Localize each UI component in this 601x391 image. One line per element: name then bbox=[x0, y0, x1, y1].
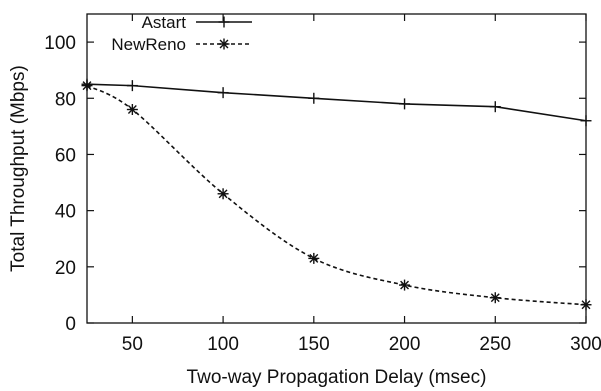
series-group bbox=[81, 78, 592, 311]
x-tick-label: 200 bbox=[389, 334, 421, 355]
y-tick-label: 60 bbox=[55, 145, 76, 166]
legend: Astart NewReno bbox=[111, 13, 252, 54]
marker-stroke bbox=[127, 105, 137, 114]
data-point-astart bbox=[580, 115, 592, 127]
legend-item-newreno: NewReno bbox=[111, 35, 252, 54]
data-point-newreno bbox=[217, 188, 229, 200]
plot-frame-group bbox=[86, 13, 587, 324]
y-tick-label: 80 bbox=[55, 89, 76, 110]
plot-frame bbox=[86, 13, 587, 324]
marker-stroke bbox=[400, 280, 410, 290]
legend-label-newreno: NewReno bbox=[111, 35, 186, 54]
x-tick-label: 300 bbox=[570, 334, 601, 355]
data-point-astart bbox=[126, 80, 138, 92]
series-newreno bbox=[81, 80, 592, 311]
y-tick-label: 40 bbox=[55, 202, 76, 223]
legend-marker-newreno bbox=[218, 38, 230, 50]
series-line-newreno bbox=[86, 84, 587, 306]
x-axis-label: Two-way Propagation Delay (msec) bbox=[187, 367, 487, 388]
y-tick-label: 20 bbox=[55, 258, 76, 279]
data-point-astart bbox=[399, 98, 411, 110]
marker-stroke bbox=[82, 81, 92, 91]
data-point-newreno bbox=[399, 279, 411, 291]
data-point-newreno bbox=[126, 104, 138, 116]
data-point-newreno bbox=[580, 299, 592, 311]
series-line-astart bbox=[86, 83, 587, 122]
data-point-astart bbox=[489, 101, 501, 113]
y-tick-label: 0 bbox=[65, 314, 76, 335]
legend-marker-astart bbox=[218, 16, 230, 28]
marker-stroke bbox=[219, 39, 229, 49]
y-tick-label: 100 bbox=[44, 33, 76, 54]
marker-stroke bbox=[309, 253, 319, 263]
series-astart bbox=[81, 78, 592, 127]
y-axis-label: Total Throughput (Mbps) bbox=[8, 65, 29, 272]
marker-stroke bbox=[490, 293, 500, 303]
x-tick-label: 150 bbox=[298, 334, 330, 355]
data-point-newreno bbox=[308, 252, 320, 264]
ticks-group: 0 20 40 60 80 100 50 100 150 200 250 300 bbox=[44, 14, 601, 355]
data-point-astart bbox=[308, 92, 320, 104]
x-tick-label: 100 bbox=[207, 334, 239, 355]
data-point-newreno bbox=[81, 80, 93, 92]
data-point-newreno bbox=[489, 292, 501, 304]
marker-stroke bbox=[218, 189, 228, 199]
legend-label-astart: Astart bbox=[142, 13, 187, 32]
marker-stroke bbox=[581, 300, 591, 310]
x-tick-label: 250 bbox=[479, 334, 511, 355]
x-tick-label: 50 bbox=[122, 334, 143, 355]
data-point-astart bbox=[217, 87, 229, 99]
legend-item-astart: Astart bbox=[142, 13, 252, 32]
